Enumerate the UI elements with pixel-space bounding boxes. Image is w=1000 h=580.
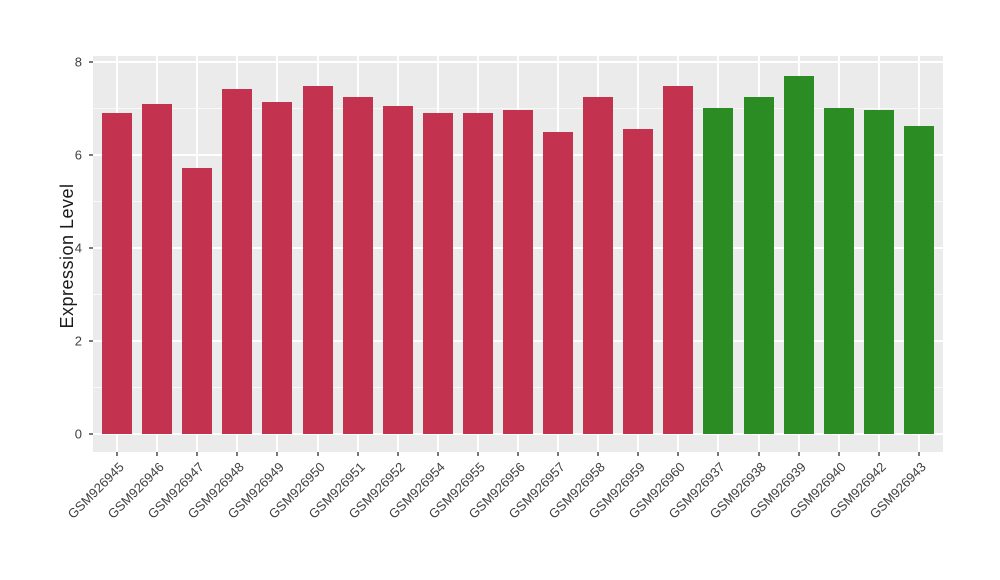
x-tick-mark: [637, 452, 640, 456]
bar: [222, 89, 253, 434]
bar: [503, 109, 533, 434]
bar: [462, 113, 493, 434]
y-tick-label: 6: [74, 147, 82, 163]
x-tick-mark: [597, 452, 600, 456]
bar: [102, 113, 133, 434]
bar: [663, 85, 694, 434]
x-tick-mark: [717, 452, 720, 456]
bar: [262, 102, 293, 434]
x-tick-mark: [877, 452, 880, 456]
bar: [342, 96, 373, 434]
y-tick-mark: [88, 154, 93, 157]
bar: [783, 76, 814, 434]
x-tick-mark: [677, 452, 680, 456]
y-tick-label: 0: [74, 426, 82, 441]
bar: [743, 96, 774, 434]
y-tick-mark: [88, 61, 93, 64]
bar: [182, 168, 213, 434]
x-axis: GSM926945 GSM926946 GSM926947 GSM926948 GSM9…: [65, 452, 943, 580]
x-tick-mark: [316, 452, 319, 456]
x-tick-mark: [517, 452, 519, 456]
bar: [302, 85, 333, 434]
x-tick-mark: [757, 452, 760, 456]
x-tick-mark: [837, 452, 840, 456]
y-tick-mark: [88, 246, 93, 249]
x-tick-mark: [476, 452, 479, 456]
x-tick-mark: [917, 452, 920, 456]
x-tick-mark: [236, 452, 239, 456]
y-tick-mark: [88, 339, 93, 342]
x-tick-mark: [396, 452, 399, 456]
bar: [823, 107, 854, 434]
x-tick-mark: [436, 452, 439, 456]
x-tick-mark: [276, 452, 279, 456]
y-tick-label: 2: [74, 333, 82, 349]
bar: [903, 126, 934, 434]
x-tick-mark: [196, 452, 199, 456]
bar: [382, 105, 413, 434]
plot-panel: [93, 56, 943, 452]
y-tick-label: 8: [74, 54, 82, 70]
x-tick-mark: [116, 452, 119, 456]
bar: [703, 107, 734, 434]
bar: [623, 128, 654, 434]
x-tick-mark: [557, 452, 560, 456]
bar: [583, 96, 614, 434]
bar: [142, 104, 173, 434]
y-axis: 0 2 4 6 8: [0, 56, 93, 452]
bar: [543, 131, 574, 434]
bar: [863, 110, 894, 434]
x-tick-mark: [797, 452, 800, 456]
bar: [422, 113, 453, 434]
x-tick-mark: [356, 452, 359, 456]
x-tick-mark: [156, 452, 159, 456]
y-tick-mark: [88, 432, 93, 435]
y-tick-label: 4: [74, 240, 82, 256]
